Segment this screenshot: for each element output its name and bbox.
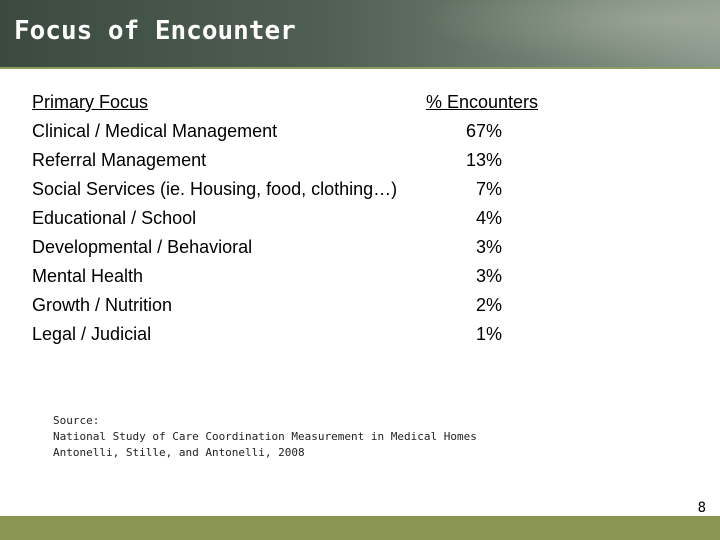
row-value: 13%: [465, 150, 502, 170]
row-value: 3%: [475, 237, 502, 257]
row-value: 4%: [475, 208, 502, 228]
column-header-primary-focus: Primary Focus: [32, 92, 149, 112]
row-label: Legal / Judicial: [32, 324, 152, 344]
row-label: Growth / Nutrition: [32, 295, 173, 315]
row-label: Mental Health: [32, 266, 144, 286]
row-label: Educational / School: [32, 208, 197, 228]
source-study-title: National Study of Care Coordination Meas…: [53, 430, 477, 443]
header-divider: [0, 67, 720, 69]
column-header-encounters: % Encounters: [425, 92, 538, 112]
source-heading: Source:: [53, 414, 100, 427]
slide-title: Focus of Encounter: [14, 16, 296, 46]
source-citation: Source: National Study of Care Coordinat…: [53, 413, 477, 461]
row-value: 2%: [475, 295, 502, 315]
row-value: 3%: [475, 266, 502, 286]
row-value: 67%: [465, 121, 502, 141]
source-authors: Antonelli, Stille, and Antonelli, 2008: [53, 446, 305, 459]
row-value: 1%: [475, 324, 502, 344]
row-label: Social Services (ie. Housing, food, clot…: [32, 179, 398, 199]
header-glow: [420, 0, 720, 67]
row-value: 7%: [475, 179, 502, 199]
footer-bar: [0, 516, 720, 540]
row-label: Clinical / Medical Management: [32, 121, 278, 141]
row-label: Developmental / Behavioral: [32, 237, 253, 257]
page-number: 8: [697, 500, 706, 516]
row-label: Referral Management: [32, 150, 207, 170]
slide-header: Focus of Encounter: [0, 0, 720, 67]
